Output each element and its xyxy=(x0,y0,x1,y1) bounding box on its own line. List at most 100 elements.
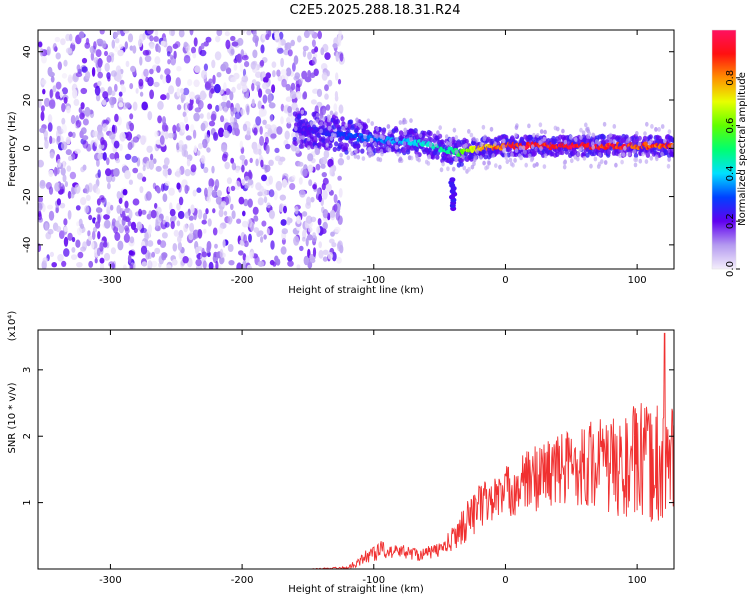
spectrogram-cell xyxy=(114,113,119,123)
spectrogram-cell xyxy=(187,79,193,86)
spectrogram-cell xyxy=(335,72,339,81)
spectrogram-cell xyxy=(258,230,264,236)
spectrogram-cell xyxy=(122,215,128,221)
spectrogram-cell xyxy=(236,83,242,90)
spectrogram-cell xyxy=(92,130,98,137)
spectrogram-cell xyxy=(529,157,534,163)
spectrogram-cell xyxy=(48,169,54,177)
spectrogram-cell xyxy=(177,241,182,251)
spectrogram-cell xyxy=(337,240,343,250)
spectrogram-cell xyxy=(173,50,177,60)
spectrogram-cell xyxy=(276,69,281,77)
colorbar-tick-label: 0.2 xyxy=(725,213,736,229)
spectrogram-cell xyxy=(509,161,514,167)
spectrogram-cell xyxy=(75,205,81,211)
spectrogram-cell xyxy=(198,143,203,150)
snr-frame xyxy=(37,329,675,570)
spectrogram-cell xyxy=(227,186,232,193)
spectrogram-cell xyxy=(331,251,337,262)
colorbar-tick-label: 0.6 xyxy=(725,118,736,134)
spectrogram-cell xyxy=(253,127,258,136)
spectrogram-cell xyxy=(128,250,134,256)
spectrogram-xlabel: Height of straight line (km) xyxy=(288,285,424,296)
spectrogram-cell xyxy=(386,140,391,145)
spectrogram-cell xyxy=(375,126,380,132)
spectrogram-cell xyxy=(206,112,211,120)
spectrogram-cell xyxy=(189,30,194,36)
spectrogram-cell xyxy=(493,141,498,147)
spectrogram-cell xyxy=(160,130,165,137)
spectrogram-cell xyxy=(347,147,352,153)
spectrogram-cell xyxy=(236,53,242,63)
spectrogram-cell xyxy=(521,145,526,151)
spectrogram-cell xyxy=(145,191,152,201)
spectrogram-cell xyxy=(275,180,283,191)
spectrogram-cell xyxy=(182,256,189,264)
spectrogram-cell xyxy=(582,155,587,161)
snr-ylabel: SNR (10 * v/v) xyxy=(7,382,18,453)
spectrogram-cell xyxy=(197,229,203,239)
spectrogram-cell xyxy=(94,138,99,147)
spectrogram-cell xyxy=(65,149,72,156)
spectrogram-cell xyxy=(186,158,191,167)
spectrogram-cell xyxy=(291,175,296,181)
spectrogram-cell xyxy=(105,168,112,177)
spectrogram-cell xyxy=(60,38,66,46)
spectrogram-cell xyxy=(302,229,307,239)
spectrogram-cell xyxy=(154,247,161,255)
spectrogram-cell xyxy=(259,135,265,146)
spectrogram-cell xyxy=(115,158,121,164)
spectrogram-cell xyxy=(429,137,434,143)
spectrogram-cell xyxy=(373,141,377,147)
spectrogram-cell xyxy=(258,88,263,98)
spectrogram-cell xyxy=(230,185,236,191)
spectrogram-cell xyxy=(317,218,322,226)
spectrogram-cell xyxy=(369,137,374,143)
spectrogram-cell xyxy=(160,40,166,47)
spectrogram-cell xyxy=(113,226,119,234)
spectrogram-cell xyxy=(95,187,101,195)
spectrogram-cell xyxy=(403,119,408,125)
spectrogram-cell xyxy=(279,156,286,162)
spectrogram-cell xyxy=(326,114,331,120)
spectrogram-cell xyxy=(315,112,320,118)
spectrogram-cell xyxy=(102,152,107,161)
spectrogram-cell xyxy=(104,62,110,72)
spectrogram-cell xyxy=(65,47,73,54)
spectrogram-cell xyxy=(205,208,209,215)
spectrogram-cell xyxy=(159,240,167,249)
spectrogram-cell xyxy=(612,124,617,129)
spectrogram-cell xyxy=(514,125,519,130)
spectrogram-cell xyxy=(61,117,66,125)
spectrogram-cell xyxy=(452,127,457,133)
spectrogram-cell xyxy=(206,147,211,153)
spectrogram-cell xyxy=(99,195,105,201)
spectrogram-cell xyxy=(267,93,272,104)
spectrogram-cell xyxy=(245,92,249,99)
spectrogram-cell xyxy=(638,158,643,164)
spectrogram-cell xyxy=(257,191,264,197)
spectrogram-cell xyxy=(321,72,328,81)
spectrogram-cell xyxy=(194,65,201,73)
spectrogram-cell xyxy=(338,188,343,198)
spectrogram-cell xyxy=(190,204,195,214)
spectrogram-cell xyxy=(127,33,134,43)
spectrogram-cell xyxy=(301,236,306,242)
spectrogram-cell xyxy=(305,202,311,209)
spectrogram-cell xyxy=(132,167,139,174)
spectrogram-cell xyxy=(240,108,245,116)
spectrogram-cell xyxy=(162,116,166,125)
spectrogram-cell xyxy=(220,101,227,108)
spectrogram-cell xyxy=(513,158,517,163)
spectrogram-cell xyxy=(532,150,537,156)
spectrogram-cell xyxy=(320,163,326,169)
spectrogram-cell xyxy=(229,115,235,124)
spectrogram-cell xyxy=(156,186,161,194)
spectrogram-cell xyxy=(208,178,214,188)
spectrogram-cell xyxy=(68,33,73,42)
spectrogram-cell xyxy=(173,229,179,237)
spectrogram-cell xyxy=(218,127,225,138)
spectrogram-cell xyxy=(441,161,445,167)
